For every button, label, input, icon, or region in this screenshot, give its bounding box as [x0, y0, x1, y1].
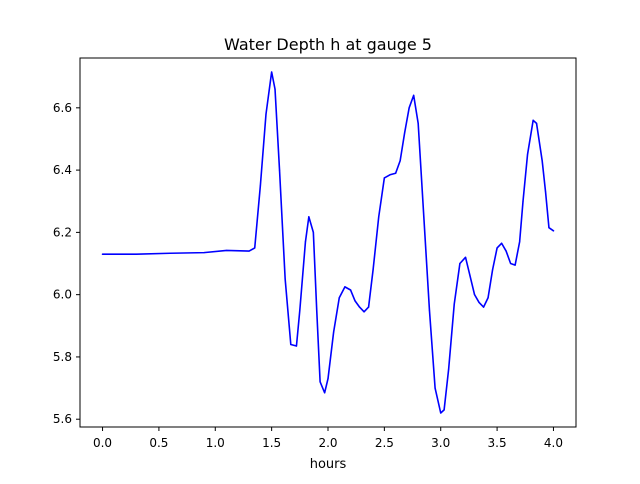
data-point: [378, 216, 380, 218]
data-point: [453, 303, 455, 305]
data-point: [428, 309, 431, 311]
data-point: [548, 227, 550, 229]
data-point: [349, 289, 352, 291]
data-point: [254, 247, 256, 249]
data-point: [487, 297, 489, 299]
y-tick-label: 6.2: [53, 225, 72, 239]
data-point: [248, 250, 250, 252]
data-point: [363, 311, 365, 313]
data-point: [448, 368, 450, 370]
x-tick-label: 2.0: [318, 436, 337, 450]
data-point: [434, 387, 436, 389]
data-point: [510, 262, 512, 265]
data-point: [459, 262, 461, 265]
x-tick-label: 2.5: [375, 436, 394, 450]
data-point: [552, 230, 555, 232]
data-point: [519, 241, 521, 243]
data-point: [327, 378, 329, 380]
data-point: [522, 200, 524, 202]
data-point: [413, 94, 415, 96]
x-tick-label: 4.0: [544, 436, 563, 450]
data-point: [319, 381, 321, 383]
data-point: [541, 160, 543, 162]
x-tick-label: 1.5: [262, 436, 281, 450]
data-point: [514, 264, 516, 266]
data-point: [535, 122, 538, 124]
y-tick-label: 5.8: [53, 350, 72, 364]
data-point: [469, 275, 471, 277]
data-point: [354, 300, 356, 302]
data-point: [505, 250, 507, 252]
data-point: [482, 306, 485, 308]
data-point: [399, 160, 401, 162]
data-point: [333, 331, 335, 333]
data-point: [404, 132, 406, 134]
x-axis: 0.0 0.5 1.0 1.5 2.0 2.5 3.0 3.5 4.0: [93, 427, 563, 450]
data-point: [389, 174, 391, 176]
x-tick-label: 0.5: [149, 436, 168, 450]
data-point: [544, 191, 547, 193]
data-point: [169, 252, 171, 254]
data-point: [395, 172, 397, 174]
data-point: [295, 345, 298, 347]
data-point: [284, 278, 286, 280]
data-point: [290, 343, 292, 346]
data-point: [473, 294, 476, 296]
y-tick-label: 6.0: [53, 288, 72, 302]
data-point: [225, 249, 228, 252]
data-point: [265, 113, 267, 115]
data-point: [423, 216, 425, 218]
series-layer: [101, 71, 555, 414]
y-tick-label: 6.6: [53, 101, 72, 115]
chart-title: Water Depth h at gauge 5: [224, 35, 432, 54]
y-tick-label: 6.4: [53, 163, 72, 177]
data-point: [274, 88, 276, 90]
x-tick-label: 3.0: [431, 436, 450, 450]
data-point: [299, 309, 301, 311]
data-point: [383, 177, 385, 179]
data-point: [443, 409, 445, 411]
x-tick-label: 1.0: [206, 436, 225, 450]
data-point: [358, 306, 361, 308]
data-point: [367, 306, 370, 308]
data-point: [372, 269, 374, 271]
data-point: [203, 252, 205, 254]
data-point: [304, 241, 307, 243]
data-point: [496, 247, 498, 249]
data-point: [501, 242, 503, 244]
data-point: [135, 253, 137, 255]
data-point: [440, 412, 442, 414]
data-point: [526, 153, 529, 156]
data-point: [532, 119, 534, 121]
data-point: [464, 256, 467, 258]
data-point: [259, 185, 261, 187]
data-point: [491, 269, 494, 271]
x-axis-label: hours: [310, 457, 347, 472]
series-line-0: [101, 71, 555, 414]
data-point: [417, 122, 419, 124]
data-point: [312, 231, 314, 233]
data-point: [478, 301, 480, 304]
data-point: [308, 216, 310, 218]
data-point: [324, 392, 326, 394]
y-tick-label: 5.6: [53, 412, 72, 426]
y-axis: 5.6 5.8 6.0 6.2 6.4 6.6: [53, 101, 80, 426]
data-point: [316, 309, 318, 311]
data-point: [408, 107, 410, 109]
data-point: [344, 286, 346, 288]
x-tick-label: 0.0: [93, 436, 112, 450]
data-point: [101, 253, 104, 255]
data-point: [278, 169, 281, 171]
data-point: [271, 71, 273, 73]
data-point: [338, 297, 340, 299]
x-tick-label: 3.5: [488, 436, 507, 450]
